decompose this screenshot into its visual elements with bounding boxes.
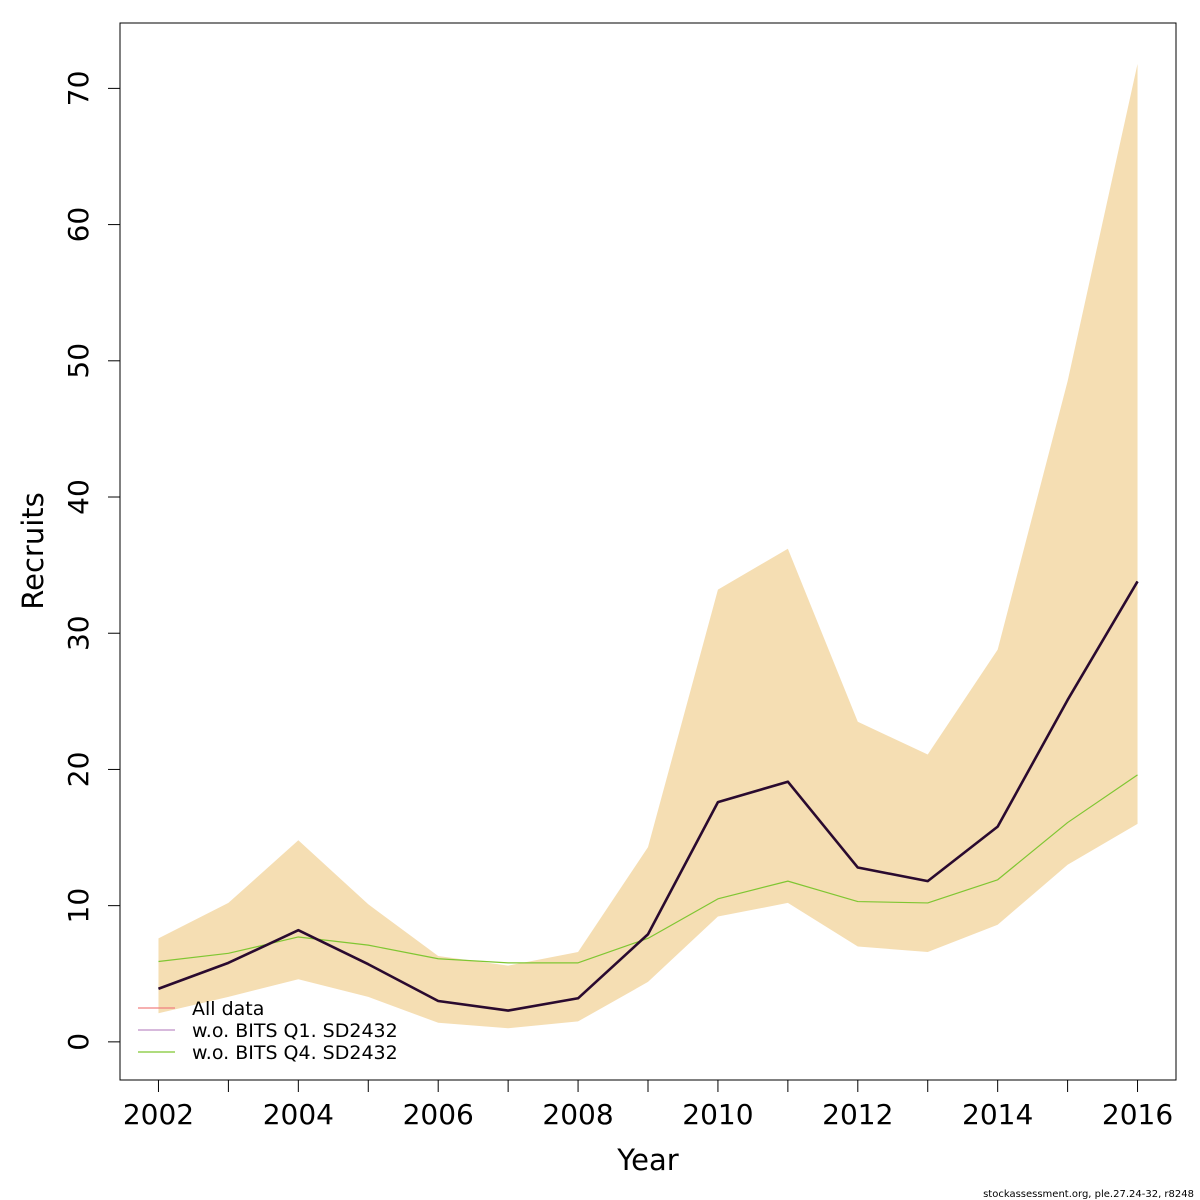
y-axis-title: Recruits	[16, 492, 50, 609]
y-tick-label: 20	[62, 752, 95, 788]
x-tick-label: 2016	[1102, 1098, 1173, 1131]
x-axis: 2002 2004 2006 2008 2010 2012 2014 2016	[123, 1079, 1173, 1131]
y-tick-label: 70	[62, 71, 95, 107]
y-tick-label: 40	[62, 479, 95, 515]
x-tick-label: 2006	[403, 1098, 474, 1131]
footer-note: stockassessment.org, ple.27.24-32, r8248	[983, 1189, 1194, 1200]
legend-label: w.o. BITS Q1. SD2432	[192, 1020, 398, 1042]
y-tick-label: 50	[62, 343, 95, 379]
y-tick-label: 0	[62, 1033, 95, 1051]
x-tick-label: 2010	[682, 1098, 753, 1131]
confidence-band	[158, 63, 1138, 1029]
y-axis: 0 10 20 30 40 50 60 70	[62, 71, 121, 1051]
x-tick-label: 2012	[822, 1098, 893, 1131]
x-tick-label: 2004	[263, 1098, 334, 1131]
x-tick-label: 2014	[962, 1098, 1033, 1131]
y-tick-label: 30	[62, 615, 95, 651]
y-tick-label: 10	[62, 888, 95, 924]
y-tick-label: 60	[62, 207, 95, 243]
legend-label: All data	[192, 998, 264, 1020]
series-line-w-o-bits-q4-sd2432	[158, 774, 1138, 964]
series-lines-layer	[158, 580, 1139, 1012]
series-line-w-o-bits-q1-sd2432	[158, 580, 1139, 1012]
x-tick-label: 2002	[123, 1098, 194, 1131]
x-tick-label: 2008	[542, 1098, 613, 1131]
confidence-band-layer	[158, 63, 1138, 1029]
x-axis-title: Year	[616, 1143, 678, 1177]
legend-label: w.o. BITS Q4. SD2432	[192, 1042, 398, 1064]
